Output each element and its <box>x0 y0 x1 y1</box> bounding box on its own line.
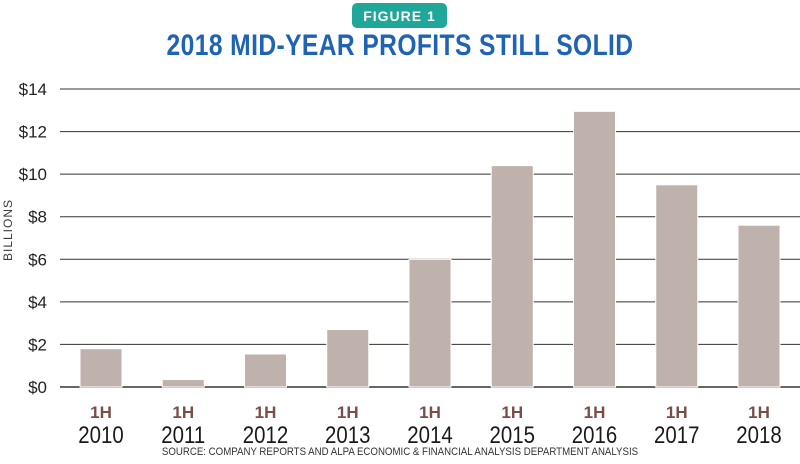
y-tick-label: $6 <box>28 250 47 269</box>
x-tick-year: 2011 <box>161 421 205 448</box>
x-tick-prefix: 1H <box>90 403 112 422</box>
bar <box>79 348 123 388</box>
figure-badge: FIGURE 1 <box>352 3 447 28</box>
chart-title: 2018 MID-YEAR PROFITS STILL SOLID <box>166 29 634 62</box>
x-tick-prefix: 1H <box>337 403 359 422</box>
bar <box>573 110 616 388</box>
x-tick-prefix: 1H <box>419 403 441 422</box>
source-note: SOURCE: COMPANY REPORTS AND ALPA ECONOMI… <box>161 446 639 458</box>
y-tick-label: $0 <box>28 378 47 397</box>
y-tick-label: $4 <box>28 293 47 312</box>
x-tick-prefix: 1H <box>172 403 194 422</box>
bar <box>737 224 781 388</box>
x-tick-year: 2017 <box>654 421 699 448</box>
y-axis-ticks: $0 $2 $4 $6 $8 $10 $12 $14 <box>19 80 47 397</box>
x-tick-year: 2010 <box>78 421 123 448</box>
x-tick-year: 2014 <box>407 421 452 448</box>
bar <box>490 165 534 388</box>
x-tick-year: 2012 <box>243 421 288 448</box>
x-tick-prefix: 1H <box>748 403 770 422</box>
x-tick-year: 2013 <box>325 421 370 448</box>
y-tick-label: $14 <box>19 80 47 99</box>
x-tick-prefix: 1H <box>255 403 277 422</box>
bar <box>161 379 205 388</box>
y-tick-label: $8 <box>28 208 47 227</box>
bar <box>244 353 287 388</box>
x-tick-prefix: 1H <box>666 403 688 422</box>
bars <box>79 110 781 388</box>
y-tick-label: $2 <box>28 335 47 354</box>
x-axis-ticks: 1H20101H20111H20121H20131H20141H20151H20… <box>78 403 781 448</box>
x-tick-year: 2015 <box>490 421 535 448</box>
bar <box>655 184 699 388</box>
x-tick-prefix: 1H <box>584 403 606 422</box>
y-tick-label: $12 <box>19 123 47 142</box>
x-tick-prefix: 1H <box>501 403 523 422</box>
bar <box>326 329 370 388</box>
bar <box>408 258 452 388</box>
x-tick-year: 2016 <box>572 421 617 448</box>
y-tick-label: $10 <box>19 165 47 184</box>
x-tick-year: 2018 <box>736 421 781 448</box>
